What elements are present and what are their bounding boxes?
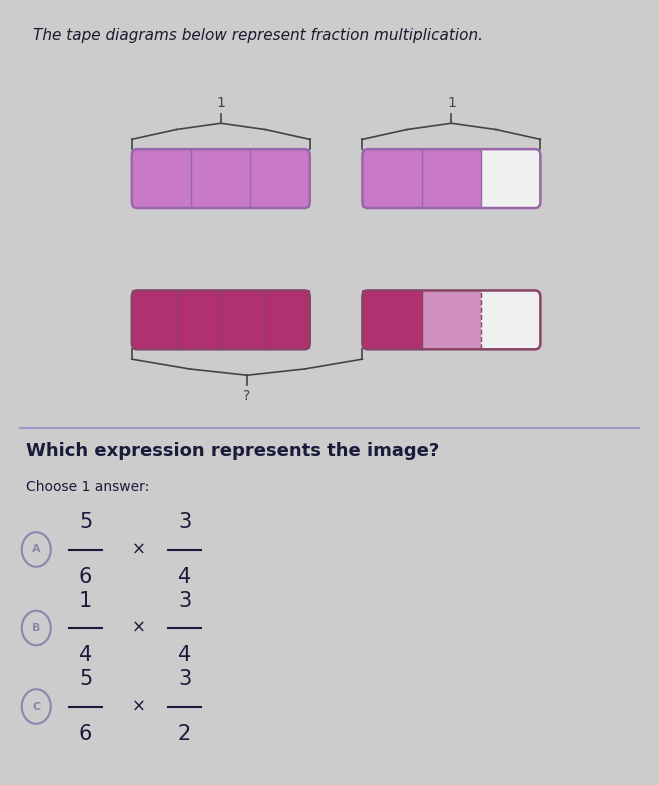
Text: ×: × bbox=[131, 698, 146, 715]
Bar bbox=[250, 149, 310, 208]
Text: Choose 1 answer:: Choose 1 answer: bbox=[26, 480, 150, 494]
Text: A: A bbox=[32, 545, 41, 554]
Text: 5: 5 bbox=[79, 513, 92, 532]
Text: 1: 1 bbox=[79, 591, 92, 611]
Bar bbox=[481, 290, 540, 349]
Bar bbox=[362, 290, 422, 349]
Text: 6: 6 bbox=[79, 724, 92, 743]
Text: ×: × bbox=[131, 619, 146, 637]
Text: 5: 5 bbox=[79, 670, 92, 689]
Text: C: C bbox=[32, 702, 40, 711]
Text: B: B bbox=[32, 623, 40, 633]
Text: 4: 4 bbox=[178, 645, 191, 665]
Text: 4: 4 bbox=[178, 567, 191, 586]
Bar bbox=[422, 149, 481, 208]
Bar bbox=[265, 290, 310, 349]
Text: Which expression represents the image?: Which expression represents the image? bbox=[26, 443, 440, 460]
Bar bbox=[177, 290, 221, 349]
Bar bbox=[221, 290, 265, 349]
Bar bbox=[481, 149, 540, 208]
Bar bbox=[132, 149, 191, 208]
Text: ?: ? bbox=[243, 389, 251, 403]
Text: 3: 3 bbox=[178, 513, 191, 532]
Bar bbox=[362, 149, 422, 208]
Text: 6: 6 bbox=[79, 567, 92, 586]
Bar bbox=[191, 149, 250, 208]
Bar bbox=[132, 290, 177, 349]
Text: 1: 1 bbox=[447, 96, 456, 110]
Text: 3: 3 bbox=[178, 591, 191, 611]
Text: 4: 4 bbox=[79, 645, 92, 665]
Text: 3: 3 bbox=[178, 670, 191, 689]
Text: 1: 1 bbox=[216, 96, 225, 110]
Text: 2: 2 bbox=[178, 724, 191, 743]
Bar bbox=[422, 290, 481, 349]
Text: The tape diagrams below represent fraction multiplication.: The tape diagrams below represent fracti… bbox=[33, 27, 483, 43]
Text: ×: × bbox=[131, 541, 146, 558]
